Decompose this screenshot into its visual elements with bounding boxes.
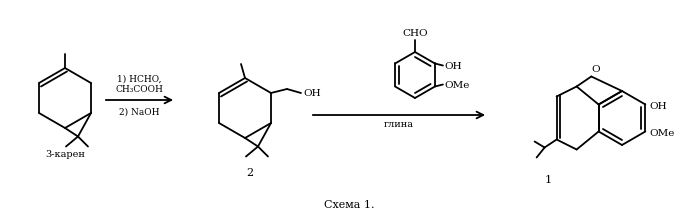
Text: OMe: OMe: [444, 81, 469, 90]
Text: 2: 2: [246, 168, 253, 178]
Text: CHO: CHO: [402, 29, 428, 38]
Text: O: O: [591, 65, 600, 73]
Text: 1: 1: [544, 175, 551, 185]
Text: 2) NaOH: 2) NaOH: [119, 108, 160, 117]
Text: Схема 1.: Схема 1.: [324, 200, 374, 210]
Text: глина: глина: [384, 120, 414, 129]
Text: OH: OH: [303, 89, 320, 97]
Text: OH: OH: [649, 102, 667, 111]
Text: OMe: OMe: [649, 129, 675, 138]
Text: CH₃COOH: CH₃COOH: [116, 85, 163, 94]
Text: 1) HCHO,: 1) HCHO,: [117, 75, 162, 84]
Text: 3-карен: 3-карен: [45, 150, 85, 159]
Text: OH: OH: [444, 62, 461, 71]
